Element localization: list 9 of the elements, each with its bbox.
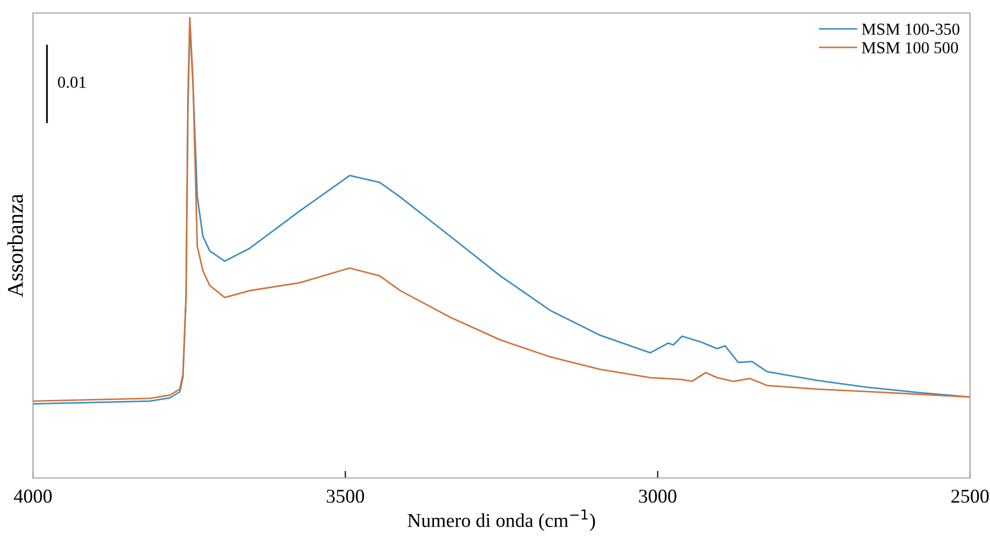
y-axis-title: Assorbanza xyxy=(7,194,23,298)
x-tick-label: 2500 xyxy=(951,490,989,503)
annotation: 0.01 xyxy=(58,76,86,88)
legend-label: MSM 100-350 xyxy=(862,24,960,35)
x-tick-label: 3500 xyxy=(326,490,364,503)
x-tick-label: 4000 xyxy=(14,490,52,503)
legend-label: MSM 100 500 xyxy=(862,42,958,54)
x-tick-label: 3000 xyxy=(639,490,676,503)
x-axis-title: Numero di onda (cm$^{−1}$) xyxy=(408,510,595,532)
